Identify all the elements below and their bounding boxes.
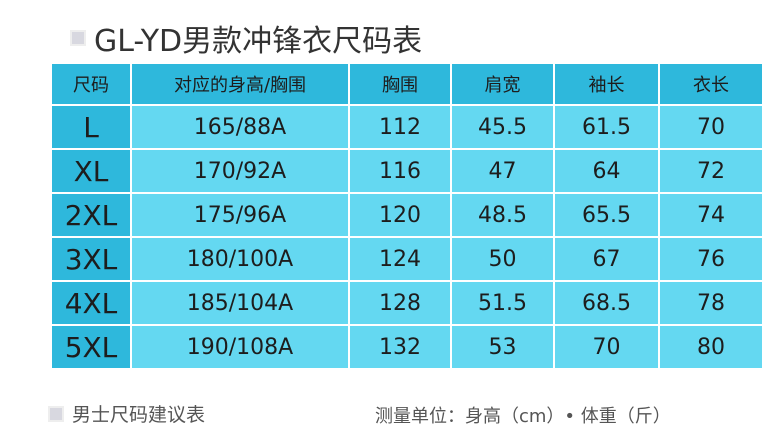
size-cell: L — [50, 104, 132, 150]
cell: 74 — [658, 192, 764, 238]
column-header: 对应的身高/胸围 — [130, 62, 350, 106]
table-row: 4XL 185/104A 128 51.5 68.5 78 — [50, 280, 764, 326]
cell: 51.5 — [450, 280, 555, 326]
cell: 76 — [658, 236, 764, 282]
cell: 48.5 — [450, 192, 555, 238]
cell: 50 — [450, 236, 555, 282]
cell: 78 — [658, 280, 764, 326]
table-body: L 165/88A 112 45.5 61.5 70 XL 170/92A 116 47 64 72 2… — [50, 104, 764, 370]
footer-left-row: 男士尺码建议表 — [48, 400, 205, 427]
cell: 165/88A — [130, 104, 350, 150]
cell: 53 — [450, 324, 555, 370]
column-header: 肩宽 — [450, 62, 555, 106]
cell: 190/108A — [130, 324, 350, 370]
cell: 132 — [348, 324, 452, 370]
size-cell: 4XL — [50, 280, 132, 326]
size-cell: XL — [50, 148, 132, 194]
cell: 170/92A — [130, 148, 350, 194]
column-header: 胸围 — [348, 62, 452, 106]
title: GL-YD男款冲锋衣尺码表 — [94, 24, 423, 59]
cell: 185/104A — [130, 280, 350, 326]
cell: 128 — [348, 280, 452, 326]
icon — [70, 30, 86, 46]
table-row: 3XL 180/100A 124 50 67 76 — [50, 236, 764, 282]
column-header: 尺码 — [50, 62, 132, 106]
cell: 47 — [450, 148, 555, 194]
cell: 61.5 — [553, 104, 660, 150]
cell: 120 — [348, 192, 452, 238]
table-row: 5XL 190/108A 132 53 70 80 — [50, 324, 764, 370]
table-row: L 165/88A 112 45.5 61.5 70 — [50, 104, 764, 150]
size-cell: 5XL — [50, 324, 132, 370]
cell: 80 — [658, 324, 764, 370]
cell: 70 — [658, 104, 764, 150]
size-cell: 3XL — [50, 236, 132, 282]
cell: 64 — [553, 148, 660, 194]
footer-right: 测量单位：身高（cm）• 体重（斤） — [375, 406, 671, 427]
cell: 175/96A — [130, 192, 350, 238]
cell: 180/100A — [130, 236, 350, 282]
title-row: GL-YD男款冲锋衣尺码表 — [70, 16, 422, 60]
table-row: XL 170/92A 116 47 64 72 — [50, 148, 764, 194]
cell: 124 — [348, 236, 452, 282]
cell: 67 — [553, 236, 660, 282]
icon — [48, 405, 64, 422]
cell: 70 — [553, 324, 660, 370]
cell: 68.5 — [553, 280, 660, 326]
column-header: 衣长 — [658, 62, 764, 106]
header-row: 尺码 对应的身高/胸围 胸围 肩宽 袖长 衣长 — [50, 62, 764, 106]
footer-left: 男士尺码建议表 — [72, 404, 206, 426]
cell: 116 — [348, 148, 452, 194]
size-cell: 2XL — [50, 192, 132, 238]
table-row: 2XL 175/96A 120 48.5 65.5 74 — [50, 192, 764, 238]
cell: 72 — [658, 148, 764, 194]
cell: 65.5 — [553, 192, 660, 238]
cell: 45.5 — [450, 104, 555, 150]
column-header: 袖长 — [553, 62, 660, 106]
size-table: 尺码 对应的身高/胸围 胸围 肩宽 袖长 衣长 L 165/88A 112 45.5 61.5 70… — [50, 62, 764, 370]
cell: 112 — [348, 104, 452, 150]
